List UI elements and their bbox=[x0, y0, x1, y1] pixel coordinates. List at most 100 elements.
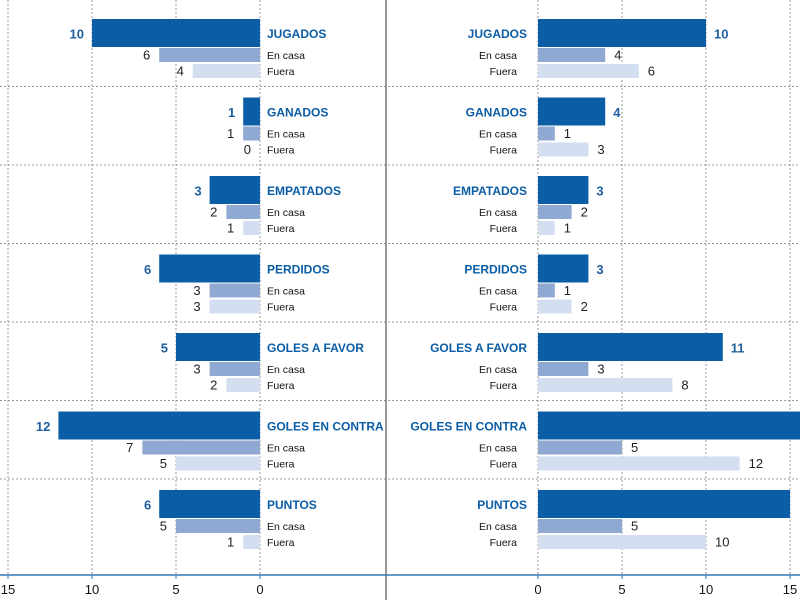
bar-total bbox=[538, 19, 706, 47]
bar-en-casa bbox=[209, 283, 260, 298]
bar-total bbox=[538, 254, 589, 283]
sublabel-en-casa: En casa bbox=[479, 521, 517, 533]
x-tick-label: 15 bbox=[1, 582, 15, 597]
data-label-total: 10 bbox=[714, 27, 728, 42]
data-label-total: 1 bbox=[228, 105, 235, 120]
sublabel-fuera: Fuera bbox=[490, 145, 518, 157]
sublabel-fuera: Fuera bbox=[267, 302, 295, 314]
bar-en-casa bbox=[226, 205, 260, 219]
bar-en-casa bbox=[538, 205, 572, 219]
data-label-total: 12 bbox=[36, 419, 50, 434]
data-label-en-casa: 2 bbox=[581, 205, 588, 220]
sublabel-fuera: Fuera bbox=[490, 380, 518, 392]
data-label-en-casa: 3 bbox=[193, 362, 200, 377]
category-label: EMPATADOS bbox=[453, 184, 527, 198]
bar-en-casa bbox=[176, 519, 260, 533]
data-label-fuera: 8 bbox=[681, 378, 688, 393]
x-tick-label: 5 bbox=[172, 582, 179, 597]
sublabel-en-casa: En casa bbox=[479, 443, 517, 455]
data-label-en-casa: 2 bbox=[210, 205, 217, 220]
data-label-en-casa: 3 bbox=[597, 362, 604, 377]
gridlines bbox=[0, 0, 800, 575]
bar-total bbox=[209, 176, 260, 204]
category-label: EMPATADOS bbox=[267, 184, 341, 198]
data-label-en-casa: 5 bbox=[631, 519, 638, 534]
sublabel-en-casa: En casa bbox=[479, 286, 517, 298]
sublabel-en-casa: En casa bbox=[267, 129, 305, 141]
data-label-en-casa: 3 bbox=[193, 283, 200, 298]
category-label: GOLES A FAVOR bbox=[430, 341, 527, 355]
bar-fuera bbox=[176, 456, 260, 471]
data-label-en-casa: 5 bbox=[160, 519, 167, 534]
x-tick-label: 0 bbox=[534, 582, 541, 597]
bar-total bbox=[58, 411, 261, 440]
data-label-fuera: 5 bbox=[160, 456, 167, 471]
x-tick-label: 5 bbox=[618, 582, 625, 597]
data-label-fuera: 2 bbox=[581, 299, 588, 314]
sublabel-en-casa: En casa bbox=[267, 443, 305, 455]
category-label: GOLES EN CONTRA bbox=[410, 420, 527, 434]
sublabel-fuera: Fuera bbox=[267, 380, 295, 392]
sublabel-fuera: Fuera bbox=[267, 537, 295, 549]
category-label: PUNTOS bbox=[267, 498, 317, 512]
bar-total bbox=[538, 411, 800, 440]
data-label-en-casa: 1 bbox=[564, 283, 571, 298]
sublabel-fuera: Fuera bbox=[267, 145, 295, 157]
bar-en-casa bbox=[538, 283, 555, 298]
data-label-fuera: 3 bbox=[597, 142, 604, 157]
sublabel-fuera: Fuera bbox=[267, 223, 295, 235]
bar-fuera bbox=[538, 221, 555, 235]
data-label-total: 10 bbox=[70, 27, 84, 42]
data-label-fuera: 1 bbox=[227, 221, 234, 236]
bar-en-casa bbox=[159, 48, 260, 62]
data-label-total: 11 bbox=[731, 341, 745, 356]
sublabel-en-casa: En casa bbox=[267, 286, 305, 298]
sublabel-fuera: Fuera bbox=[490, 459, 518, 471]
sublabel-fuera: Fuera bbox=[267, 66, 295, 78]
bar-fuera bbox=[538, 456, 740, 471]
bar-fuera bbox=[538, 64, 639, 78]
x-tick-label: 0 bbox=[256, 582, 263, 597]
data-label-fuera: 2 bbox=[210, 378, 217, 393]
bar-en-casa bbox=[142, 440, 260, 455]
data-label-total: 6 bbox=[144, 262, 151, 277]
data-label-en-casa: 6 bbox=[143, 48, 150, 63]
x-tick-label: 15 bbox=[783, 582, 797, 597]
category-label: JUGADOS bbox=[267, 27, 326, 41]
data-label-en-casa: 1 bbox=[227, 126, 234, 141]
bar-fuera bbox=[226, 378, 260, 392]
data-label-en-casa: 5 bbox=[631, 440, 638, 455]
bar-fuera bbox=[538, 535, 706, 549]
data-label-fuera: 12 bbox=[749, 456, 763, 471]
sublabel-fuera: Fuera bbox=[490, 537, 518, 549]
sublabel-en-casa: En casa bbox=[267, 364, 305, 376]
bar-total bbox=[538, 333, 723, 361]
bars bbox=[58, 19, 800, 549]
bar-fuera bbox=[538, 142, 589, 157]
bar-en-casa bbox=[538, 440, 622, 455]
bar-fuera bbox=[243, 535, 260, 549]
bar-fuera bbox=[192, 64, 260, 78]
sublabel-en-casa: En casa bbox=[479, 129, 517, 141]
bar-en-casa bbox=[209, 362, 260, 376]
data-label-fuera: 3 bbox=[193, 299, 200, 314]
bar-total bbox=[92, 19, 260, 47]
bar-fuera bbox=[538, 299, 572, 314]
data-label-fuera: 0 bbox=[244, 142, 251, 157]
category-label: JUGADOS bbox=[468, 27, 527, 41]
sublabel-fuera: Fuera bbox=[490, 66, 518, 78]
data-label-fuera: 1 bbox=[564, 221, 571, 236]
sublabel-en-casa: En casa bbox=[479, 207, 517, 219]
data-label-fuera: 6 bbox=[648, 64, 655, 79]
data-label-en-casa: 7 bbox=[126, 440, 133, 455]
category-label: GANADOS bbox=[466, 106, 527, 120]
sublabel-en-casa: En casa bbox=[479, 364, 517, 376]
category-label: GANADOS bbox=[267, 106, 328, 120]
category-label: PERDIDOS bbox=[267, 263, 330, 277]
bar-total bbox=[159, 490, 260, 518]
category-label: PUNTOS bbox=[477, 498, 527, 512]
bar-en-casa bbox=[538, 362, 589, 376]
x-tick-label: 10 bbox=[699, 582, 713, 597]
